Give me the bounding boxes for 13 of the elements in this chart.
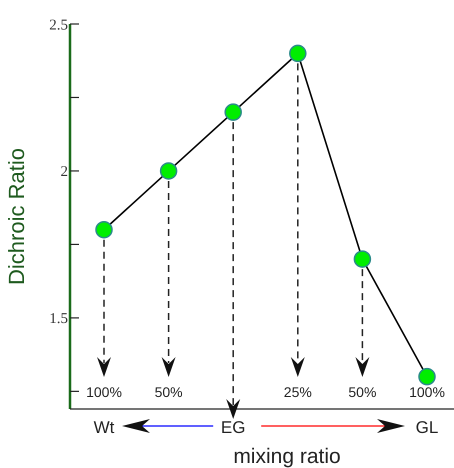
x-tick-label: 100% <box>86 384 122 400</box>
x-tick-label: 50% <box>154 384 183 400</box>
text: GL <box>416 418 438 437</box>
x-tick-label: 50% <box>348 384 376 400</box>
text: Wt <box>94 418 115 437</box>
y-tick-label: 2 <box>60 164 68 180</box>
y-axis-title: Dichroic Ratio <box>4 148 29 285</box>
text: EG <box>220 418 246 437</box>
x-axis-title: mixing ratio <box>233 445 341 468</box>
y-tick-label: 2.5 <box>49 17 68 34</box>
x-tick-label: 25% <box>284 384 312 400</box>
x-tick-label: 100% <box>409 384 445 400</box>
y-tick-label: 1.5 <box>49 311 68 328</box>
